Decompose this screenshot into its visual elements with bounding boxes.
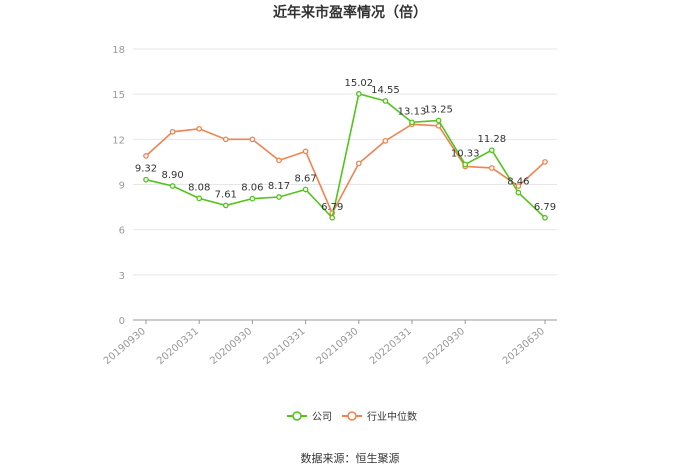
x-tick-label: 20210930 <box>315 326 361 367</box>
series-point <box>488 147 495 154</box>
data-label: 8.46 <box>507 177 529 188</box>
series-point <box>143 176 149 183</box>
series-point <box>169 128 176 135</box>
data-label: 8.90 <box>161 170 183 181</box>
series-point <box>542 214 548 221</box>
series-point <box>249 136 256 143</box>
series-line-0 <box>145 92 546 220</box>
data-labels: 9.32 8.90 8.08 7.61 8.06 8.17 8.67 6.79 15.0214.… <box>135 78 556 213</box>
data-label: 8.08 <box>188 182 210 193</box>
x-axis: 20190930 20200331 20200930 20210331 20210930… <box>102 319 557 367</box>
series-point <box>542 159 548 165</box>
series-line-1 <box>145 123 546 215</box>
series-point <box>143 153 149 159</box>
grid <box>133 48 557 276</box>
series-point <box>222 136 229 143</box>
legend-item[interactable]: 公司 <box>287 411 332 423</box>
data-label: 8.67 <box>294 173 316 184</box>
x-tick-label: 20220930 <box>421 326 467 367</box>
legend-label: 公司 <box>312 412 332 423</box>
series-point <box>276 194 282 200</box>
series-point <box>169 183 176 189</box>
data-label: 7.61 <box>215 189 237 200</box>
y-tick-label: 6 <box>119 226 125 237</box>
series-point <box>276 157 282 164</box>
chart-title: 近年来市盈率情况（倍） <box>273 4 427 21</box>
series-point <box>435 122 442 129</box>
data-label: 8.06 <box>241 183 263 194</box>
y-tick-label: 9 <box>119 181 125 192</box>
data-label: 13.13 <box>398 106 427 117</box>
x-tick-label: 20210331 <box>261 326 307 367</box>
data-label: 6.79 <box>534 202 556 213</box>
series-point <box>382 137 389 144</box>
y-tick-label: 0 <box>119 316 125 327</box>
y-tick-label: 15 <box>112 90 125 101</box>
data-label: 10.33 <box>451 148 480 159</box>
series-point <box>302 186 309 193</box>
series-point <box>409 119 415 126</box>
x-tick-label: 20200930 <box>208 326 254 367</box>
data-label: 11.28 <box>477 134 506 145</box>
legend-marker <box>292 411 302 421</box>
series-point <box>249 195 256 202</box>
legend[interactable]: 公司 行业中位数 <box>287 410 417 423</box>
source-note: 数据来源：恒生聚源 <box>301 451 400 465</box>
series-point <box>435 117 442 124</box>
series-layer <box>143 91 548 221</box>
y-tick-label: 12 <box>112 135 125 146</box>
series-point <box>515 189 522 196</box>
data-label: 9.32 <box>135 164 157 175</box>
series-point <box>302 148 309 155</box>
y-tick-label: 18 <box>112 45 125 56</box>
data-label: 15.02 <box>344 78 373 89</box>
x-tick-label: 20200331 <box>155 326 201 367</box>
series-point <box>196 125 203 132</box>
data-label: 6.79 <box>321 202 343 213</box>
series-point <box>355 91 362 97</box>
series-point <box>488 165 495 171</box>
series-point <box>355 160 362 167</box>
series-point <box>222 202 229 209</box>
x-tick-label: 20220331 <box>368 326 414 367</box>
legend-marker <box>347 411 357 421</box>
legend-label: 行业中位数 <box>367 410 417 423</box>
series-point <box>196 195 203 202</box>
x-tick-label: 20190930 <box>102 326 148 367</box>
x-tick-label: 20230630 <box>501 326 547 367</box>
series-point <box>462 161 469 168</box>
data-label: 8.17 <box>268 181 290 192</box>
y-tick-label: 3 <box>119 271 125 282</box>
data-label: 14.55 <box>371 85 400 96</box>
y-axis: 0 3 6 9 12 15 18 <box>112 45 125 327</box>
series-point <box>329 214 336 221</box>
series-point <box>515 183 522 189</box>
legend-item[interactable]: 行业中位数 <box>342 410 417 423</box>
series-point <box>382 98 389 104</box>
data-label: 13.25 <box>424 105 453 116</box>
